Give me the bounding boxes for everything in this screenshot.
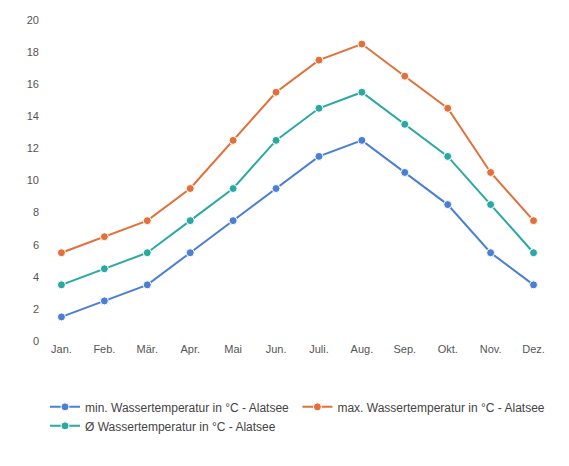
- svg-text:Jan.: Jan.: [51, 343, 72, 355]
- svg-text:14: 14: [27, 110, 39, 122]
- svg-text:8: 8: [33, 206, 39, 218]
- svg-text:Juli.: Juli.: [309, 343, 329, 355]
- svg-text:min. Wassertemperatur in °C -: min. Wassertemperatur in °C - Alatsee: [85, 401, 289, 415]
- svg-text:2: 2: [33, 303, 39, 315]
- svg-text:Sep.: Sep.: [393, 343, 416, 355]
- svg-text:12: 12: [27, 142, 39, 154]
- svg-text:Jun.: Jun.: [266, 343, 287, 355]
- svg-text:6: 6: [33, 239, 39, 251]
- svg-text:18: 18: [27, 46, 39, 58]
- svg-text:Aug.: Aug.: [351, 343, 374, 355]
- svg-text:Mär.: Mär.: [137, 343, 158, 355]
- svg-text:10: 10: [27, 174, 39, 186]
- svg-text:0: 0: [33, 335, 39, 347]
- svg-text:Feb.: Feb.: [93, 343, 115, 355]
- svg-text:Ø Wassertemperatur in °C - Ala: Ø Wassertemperatur in °C - Alatsee: [85, 420, 276, 434]
- svg-text:20: 20: [27, 14, 39, 26]
- svg-text:Mai: Mai: [224, 343, 242, 355]
- svg-text:Okt.: Okt.: [438, 343, 458, 355]
- svg-text:Nov.: Nov.: [480, 343, 502, 355]
- svg-text:Apr.: Apr.: [180, 343, 200, 355]
- svg-text:Dez.: Dez.: [522, 343, 545, 355]
- svg-text:16: 16: [27, 78, 39, 90]
- svg-text:max. Wassertemperatur in °C -: max. Wassertemperatur in °C - Alatsee: [337, 401, 544, 415]
- svg-text:4: 4: [33, 271, 39, 283]
